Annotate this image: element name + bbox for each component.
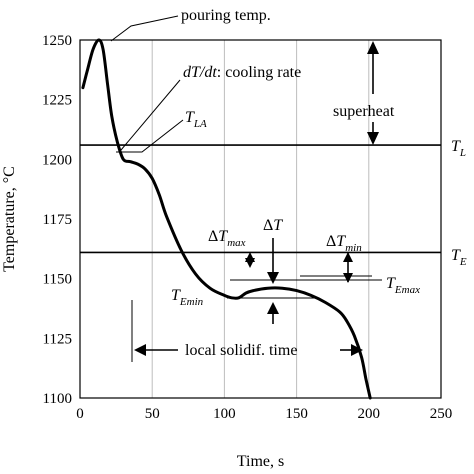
x-axis-title: Time, s <box>237 453 284 470</box>
y-tick-label: 1150 <box>43 272 72 288</box>
x-tick-label: 0 <box>76 406 84 422</box>
plot-frame <box>79 39 442 399</box>
lst-head-right <box>351 344 363 356</box>
te-label: TE <box>451 247 467 268</box>
y-tick-label: 1225 <box>42 93 72 109</box>
y-axis-title: Temperature, °C <box>1 166 18 272</box>
reference-lines <box>80 144 441 254</box>
temax-label: TEmax <box>386 275 420 296</box>
y-tick-label: 1125 <box>43 331 72 347</box>
delta-t-min-label: ΔTmin <box>326 233 362 254</box>
x-tick-label: 250 <box>430 406 453 422</box>
delta-t-min-head-down <box>343 273 353 283</box>
local-solidif-time-label: local solidif. time <box>185 342 297 359</box>
grid <box>151 40 370 398</box>
cooling-rate-leader <box>120 79 181 151</box>
tl-label: TL <box>451 138 466 159</box>
delta-t-head-down <box>267 272 279 284</box>
y-tick-label: 1250 <box>42 33 72 49</box>
superheat-arrowhead-down <box>367 132 379 145</box>
delta-t-min-head-up <box>343 252 353 262</box>
superheat-arrowhead-up <box>367 41 379 54</box>
delta-t-max-label: ΔTmax <box>208 228 246 249</box>
temperature-curve <box>81 38 372 400</box>
superheat-label: superheat <box>333 103 395 120</box>
x-tick-label: 200 <box>358 406 381 422</box>
cooling-rate-label: dT/dt: cooling rate <box>183 64 301 81</box>
y-tick-label: 1200 <box>42 152 72 168</box>
delta-t-max-head-down <box>245 258 255 268</box>
x-tick-label: 50 <box>145 406 160 422</box>
lst-head-left <box>134 344 146 356</box>
x-tick-label: 150 <box>285 406 308 422</box>
pouring-temp-label: pouring temp. <box>181 7 271 24</box>
x-tick-label: 100 <box>213 406 236 422</box>
y-tick-label: 1175 <box>43 212 72 228</box>
annotations: pouring temp. dT/dt: cooling rate TLA su… <box>110 7 467 362</box>
tla-leader <box>116 119 184 153</box>
pouring-temp-leader <box>110 15 179 42</box>
tick-labels: 0 50 100 150 200 250 1100 1125 1150 1175 1200 1225 1… <box>42 33 452 422</box>
tla-label: TLA <box>185 109 207 130</box>
delta-t-label: ΔT <box>263 217 283 234</box>
y-tick-label: 1100 <box>43 391 72 407</box>
temin-label: TEmin <box>171 287 204 308</box>
delta-t-head-up <box>267 302 279 314</box>
